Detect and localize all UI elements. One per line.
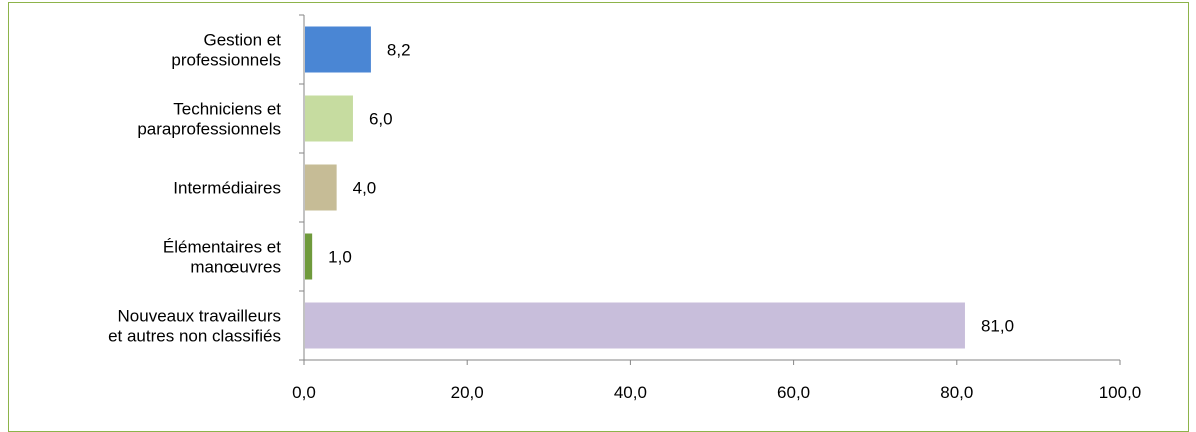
labels: 0,0 20,0 40,0 60,0 80,0 100,0 8,2 Gestion et pro… <box>108 31 1141 403</box>
category-label: Techniciens et paraprofessionnels <box>137 100 281 139</box>
bar <box>305 26 371 73</box>
x-tick-label: 20,0 <box>451 383 484 402</box>
bar-chart: 0,0 20,0 40,0 60,0 80,0 100,0 8,2 Gestion et pro… <box>108 14 1141 403</box>
data-label: 6,0 <box>369 110 393 129</box>
category-label: Intermédiaires <box>173 179 281 198</box>
bar <box>305 95 353 142</box>
bars <box>305 26 965 349</box>
bar <box>305 302 965 349</box>
x-tick-label: 80,0 <box>940 383 973 402</box>
data-label: 4,0 <box>353 179 377 198</box>
data-label: 8,2 <box>387 41 411 60</box>
category-label-line: Intermédiaires <box>173 179 281 198</box>
category-label: Nouveaux travailleurs et autres non class… <box>108 307 281 346</box>
category-label-line: professionnels <box>171 51 281 70</box>
axes <box>299 14 1121 365</box>
category-label-line: Techniciens et <box>173 100 281 119</box>
x-tick-label: 60,0 <box>777 383 810 402</box>
x-tick-label: 0,0 <box>292 383 316 402</box>
category-label-line: et autres non classifiés <box>108 327 281 346</box>
category-label: Élémentaires et manœuvres <box>163 238 281 277</box>
bar <box>305 233 313 280</box>
category-label-line: manœuvres <box>190 258 281 277</box>
category-label-line: Nouveaux travailleurs <box>118 307 281 326</box>
bar <box>305 164 337 211</box>
data-label: 1,0 <box>328 248 352 267</box>
category-label-line: Gestion et <box>204 31 282 50</box>
category-label-line: paraprofessionnels <box>137 120 281 139</box>
data-label: 81,0 <box>981 317 1014 336</box>
x-tick-label: 100,0 <box>1099 383 1142 402</box>
category-label: Gestion et professionnels <box>171 31 281 70</box>
category-label-line: Élémentaires et <box>163 238 281 257</box>
x-tick-label: 40,0 <box>614 383 647 402</box>
